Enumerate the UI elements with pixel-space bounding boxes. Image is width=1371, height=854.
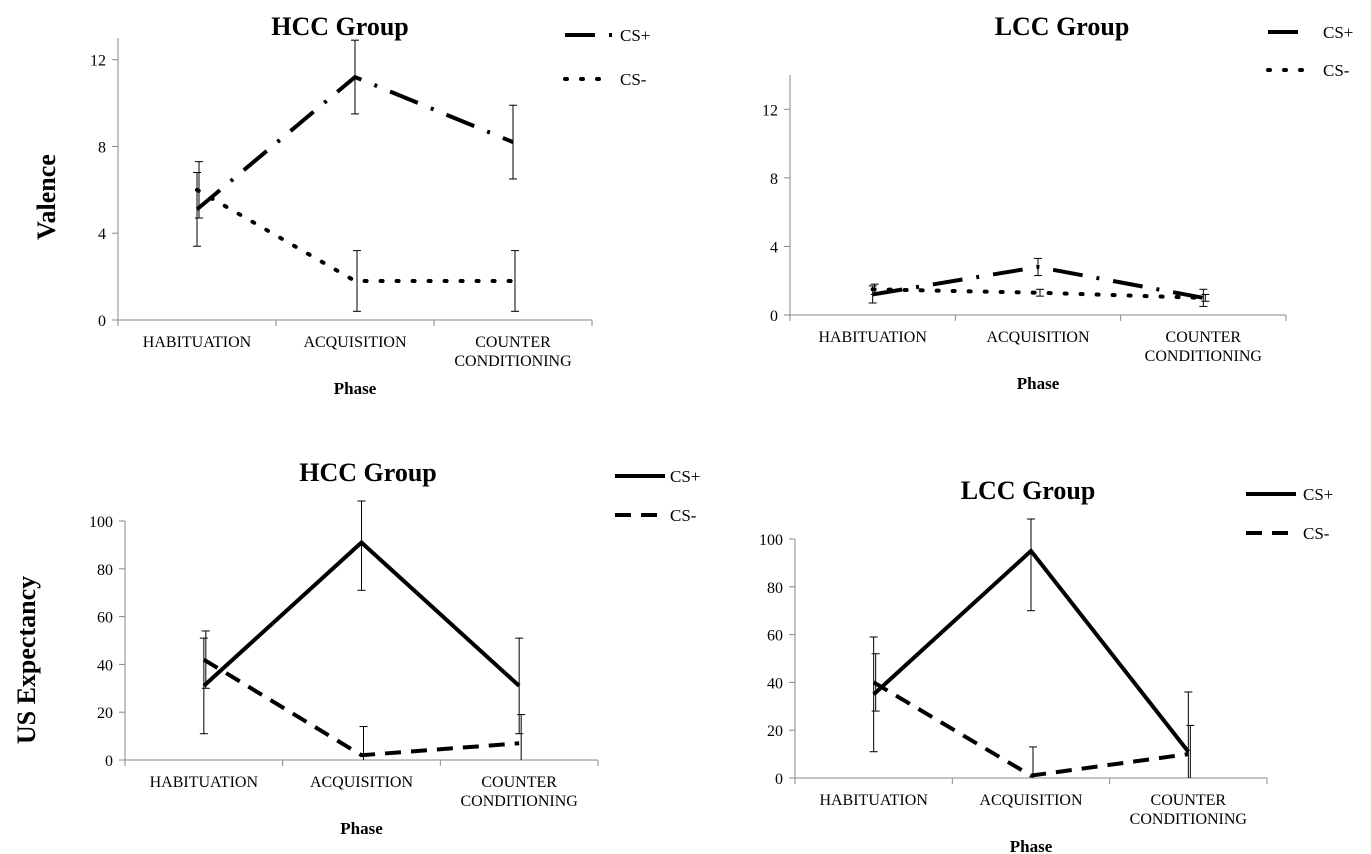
y-tick-label: 12 <box>762 102 778 119</box>
x-category-label: CONDITIONING <box>1145 348 1263 365</box>
y-tick-label: 0 <box>775 771 783 788</box>
x-category-label: HABITUATION <box>150 774 259 791</box>
y-tick-label: 12 <box>90 53 106 70</box>
chart-panel-2: 0 4 8 12 HABITUATION ACQUISITION COUNTER CONDIT… <box>762 12 1353 393</box>
chart-title: LCC Group <box>961 476 1096 505</box>
chart-panel-4: 0 20 40 60 80 100 HABITUATION ACQUISITION COUNTE… <box>759 476 1333 854</box>
legend-label: CS+ <box>1303 485 1333 504</box>
chart-title: HCC Group <box>299 458 437 487</box>
y-axis-label: US Expectancy <box>12 576 41 744</box>
y-tick-label: 4 <box>770 239 778 256</box>
y-tick-label: 0 <box>98 313 106 330</box>
x-category-label: HABITUATION <box>143 334 252 351</box>
y-tick-label: 8 <box>98 139 106 156</box>
y-tick-label: 60 <box>767 628 783 645</box>
series-line-cs-minus <box>872 680 1189 778</box>
y-axis-label: Valence <box>32 154 61 240</box>
x-category-label: ACQUISITION <box>310 774 414 791</box>
series-line-cs-minus <box>202 657 520 758</box>
y-tick-label: 100 <box>759 532 783 549</box>
y-tick-label: 20 <box>767 723 783 740</box>
x-axis-label: Phase <box>340 819 383 838</box>
y-tick-label: 8 <box>770 171 778 188</box>
series-line-cs-plus <box>872 548 1190 753</box>
x-category-label: COUNTER <box>1151 792 1227 809</box>
x-category-label: HABITUATION <box>818 329 927 346</box>
x-axis-label: Phase <box>1017 374 1060 393</box>
legend-label: CS- <box>620 70 647 89</box>
x-category-label: ACQUISITION <box>303 334 407 351</box>
y-tick-label: 80 <box>97 562 113 579</box>
x-category-label: COUNTER <box>481 774 557 791</box>
y-tick-label: 20 <box>97 705 113 722</box>
y-tick-label: 80 <box>767 580 783 597</box>
legend-label: CS- <box>1323 61 1350 80</box>
x-category-label: CONDITIONING <box>1130 811 1248 828</box>
x-category-label: COUNTER <box>475 334 551 351</box>
y-tick-label: 60 <box>97 610 113 627</box>
legend-label: CS- <box>1303 524 1330 543</box>
x-category-label: CONDITIONING <box>461 793 579 810</box>
chart-title: LCC Group <box>995 12 1130 41</box>
y-tick-label: 0 <box>105 753 113 770</box>
x-category-label: COUNTER <box>1166 329 1242 346</box>
chart-panel-1: 0 4 8 12 HABITUATION ACQUISITION COUNTER CONDIT… <box>32 12 650 398</box>
y-tick-label: 4 <box>98 226 106 243</box>
y-tick-label: 100 <box>89 514 113 531</box>
chart-title: HCC Group <box>271 12 409 41</box>
x-category-label: HABITUATION <box>819 792 928 809</box>
x-axis-label: Phase <box>334 379 377 398</box>
legend-label: CS+ <box>1323 23 1353 42</box>
series-line-cs-plus <box>202 539 521 688</box>
series-line-cs-minus <box>870 287 1206 300</box>
x-category-label: ACQUISITION <box>986 329 1090 346</box>
legend-label: CS+ <box>620 26 650 45</box>
y-tick-label: 0 <box>770 308 778 325</box>
legend-label: CS+ <box>670 467 700 486</box>
chart-panel-3: 0 20 40 60 80 100 HABITUATION ACQUISITION COUNTE… <box>12 458 700 838</box>
series-line-cs-plus <box>872 264 1204 300</box>
x-category-label: ACQUISITION <box>979 792 1083 809</box>
y-tick-label: 40 <box>97 657 113 674</box>
series-line-cs-minus <box>195 187 515 283</box>
y-tick-label: 40 <box>767 675 783 692</box>
x-axis-label: Phase <box>1010 837 1053 854</box>
x-category-label: CONDITIONING <box>454 353 572 370</box>
series-line-cs-plus <box>195 74 514 211</box>
legend-label: CS- <box>670 506 697 525</box>
